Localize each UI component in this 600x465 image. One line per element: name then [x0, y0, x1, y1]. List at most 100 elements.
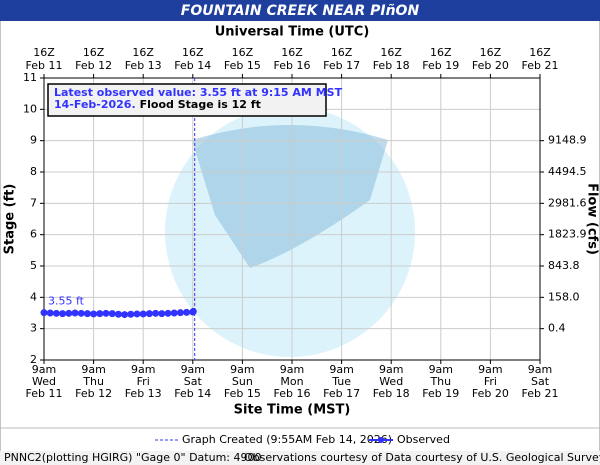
data-point — [152, 309, 160, 317]
data-point — [52, 309, 60, 317]
x2-tick-label: Feb 19 — [422, 59, 459, 72]
y-tick-label: 4 — [30, 290, 37, 303]
plot-frame — [43, 77, 541, 361]
data-point — [158, 310, 166, 318]
x2-tick-hour: 16Z — [232, 46, 254, 59]
x2-tick-hour: 16Z — [529, 46, 551, 59]
y-tick-label: 2 — [30, 353, 37, 366]
x-tick-label: Feb 17 — [323, 387, 360, 400]
x-tick-weekday: Thu — [429, 375, 451, 388]
x2-tick-label: Feb 18 — [373, 59, 410, 72]
y-tick-label: 8 — [30, 165, 37, 178]
x-tick-label: Feb 11 — [26, 387, 63, 400]
watermark — [192, 125, 388, 268]
title-bar — [0, 0, 600, 21]
x2-tick-label: Feb 17 — [323, 59, 360, 72]
y2-tick-label: 2981.6 — [548, 196, 587, 209]
data-point — [139, 310, 147, 318]
legend-observed-marker — [378, 437, 384, 443]
y2-axis-title: Flow (cfs) — [585, 183, 600, 255]
x2-tick-label: Feb 12 — [75, 59, 112, 72]
annotation-box — [47, 83, 327, 117]
annotation-line: Latest observed value: 3.55 ft at 9:15 A… — [54, 86, 343, 99]
data-point — [77, 309, 85, 317]
data-point — [83, 310, 91, 318]
data-point — [133, 310, 141, 318]
x-tick-weekday: Sun — [232, 375, 253, 388]
x2-tick-hour: 16Z — [430, 46, 452, 59]
data-point — [96, 310, 104, 318]
x2-tick-hour: 16Z — [281, 46, 303, 59]
x2-tick-hour: 16Z — [83, 46, 105, 59]
y-axis-title: Stage (ft) — [3, 184, 18, 255]
x2-tick-hour: 16Z — [33, 46, 55, 59]
x-tick-weekday: Fri — [484, 375, 497, 388]
x2-tick-hour: 16Z — [182, 46, 204, 59]
annotation-line: 14-Feb-2026. Flood Stage is 12 ft — [54, 98, 261, 111]
x-tick-hour: 9am — [181, 363, 205, 376]
x-tick-weekday: Mon — [280, 375, 303, 388]
x-tick-label: Feb 15 — [224, 387, 261, 400]
x2-tick-hour: 16Z — [132, 46, 154, 59]
x-tick-label: Feb 19 — [422, 387, 459, 400]
y2-tick-label: 158.0 — [548, 290, 580, 303]
x-tick-hour: 9am — [329, 363, 353, 376]
y2-tick-label: 9148.9 — [548, 134, 587, 147]
x2-tick-label: Feb 15 — [224, 59, 261, 72]
data-point — [121, 311, 129, 319]
y-tick-label: 7 — [30, 196, 37, 209]
x-axis-title: Site Time (MST) — [234, 403, 351, 418]
x-tick-hour: 9am — [81, 363, 105, 376]
data-point — [189, 307, 197, 315]
x-tick-weekday: Thu — [82, 375, 104, 388]
x-tick-label: Feb 21 — [522, 387, 559, 400]
x2-tick-label: Feb 21 — [522, 59, 559, 72]
y-tick-label: 11 — [23, 71, 37, 84]
data-point — [46, 309, 54, 317]
data-point — [71, 309, 79, 317]
y2-tick-label: 0.4 — [548, 322, 566, 335]
y-tick-label: 3 — [30, 322, 37, 335]
data-point — [108, 310, 116, 318]
x-tick-label: Feb 14 — [174, 387, 211, 400]
y-tick-label: 9 — [30, 134, 37, 147]
data-point — [164, 309, 172, 317]
x-tick-hour: 9am — [131, 363, 155, 376]
data-point — [40, 309, 48, 317]
x2-tick-label: Feb 13 — [125, 59, 162, 72]
y2-tick-label: 4494.5 — [548, 165, 587, 178]
x2-tick-hour: 16Z — [331, 46, 353, 59]
x-tick-weekday: Sat — [184, 375, 203, 388]
x2-tick-hour: 16Z — [480, 46, 502, 59]
x2-tick-label: Feb 14 — [174, 59, 211, 72]
x-tick-label: Feb 18 — [373, 387, 410, 400]
y-tick-label: 5 — [30, 259, 37, 272]
x-tick-hour: 9am — [379, 363, 403, 376]
x2-axis-title: Universal Time (UTC) — [215, 25, 370, 40]
data-point — [183, 308, 191, 316]
x-tick-weekday: Fri — [137, 375, 150, 388]
x2-tick-label: Feb 11 — [26, 59, 63, 72]
x-tick-weekday: Tue — [331, 375, 351, 388]
footer-right: Observations courtesy of Data courtesy o… — [244, 451, 600, 464]
x-tick-label: Feb 12 — [75, 387, 112, 400]
x-tick-hour: 9am — [429, 363, 453, 376]
x-tick-label: Feb 20 — [472, 387, 509, 400]
x-tick-hour: 9am — [528, 363, 552, 376]
footer-left: PNNC2(plotting HGIRG) "Gage 0" Datum: 49… — [4, 451, 262, 464]
x-tick-hour: 9am — [478, 363, 502, 376]
annotation-flood: Flood Stage is 12 ft — [140, 98, 261, 111]
y2-tick-label: 1823.9 — [548, 228, 587, 241]
x-tick-hour: 9am — [280, 363, 304, 376]
x2-tick-label: Feb 16 — [274, 59, 311, 72]
x2-tick-hour: 16Z — [380, 46, 402, 59]
x-tick-label: Feb 13 — [125, 387, 162, 400]
footer-band — [0, 451, 600, 465]
data-point — [114, 310, 122, 318]
x-tick-hour: 9am — [230, 363, 254, 376]
x-tick-label: Feb 16 — [274, 387, 311, 400]
y-tick-label: 10 — [23, 102, 37, 115]
chart-title: FOUNTAIN CREEK NEAR PIñON — [181, 3, 420, 19]
x2-tick-label: Feb 20 — [472, 59, 509, 72]
